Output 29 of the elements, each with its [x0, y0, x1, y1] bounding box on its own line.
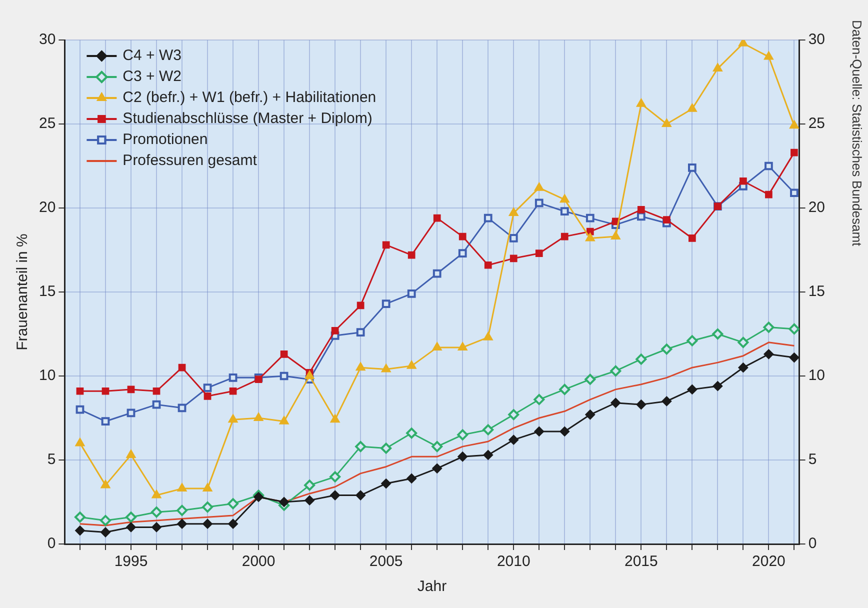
y2-tick-label: 10: [808, 367, 826, 384]
legend-label: C2 (befr.) + W1 (befr.) + Habilitationen: [122, 89, 376, 106]
legend-label: Professuren gesamt: [122, 152, 258, 170]
legend-label: Studienabschlüsse (Master + Diplom): [122, 110, 372, 128]
y-tick-label: 30: [38, 31, 56, 48]
x-axis-title: Jahr: [417, 578, 447, 596]
y-tick-label: 0: [47, 535, 56, 552]
y-tick-label: 20: [38, 199, 56, 216]
x-tick-label: 2005: [369, 553, 403, 570]
y2-tick-label: 25: [808, 115, 826, 132]
y-tick-label: 5: [47, 451, 56, 468]
y-axis-title: Frauenanteil in %: [14, 234, 32, 350]
y-tick-label: 15: [38, 283, 56, 300]
x-tick-label: 2000: [242, 553, 276, 570]
y2-tick-label: 5: [808, 451, 817, 468]
x-tick-label: 2010: [496, 553, 530, 570]
y2-tick-label: 20: [808, 199, 826, 216]
y-tick-label: 25: [38, 115, 56, 132]
y2-tick-label: 0: [808, 535, 817, 552]
y2-tick-label: 30: [808, 31, 826, 48]
legend-label: C3 + W2: [122, 68, 182, 86]
legend-label: Promotionen: [122, 131, 208, 148]
legend-label: C4 + W3: [122, 47, 182, 64]
text: Daten-Quelle: Statistisches Bundesamt: [849, 20, 864, 247]
y-tick-label: 10: [38, 367, 56, 384]
x-tick-label: 2020: [752, 553, 786, 570]
x-tick-label: 2015: [624, 553, 658, 570]
y2-tick-label: 15: [808, 283, 826, 300]
x-tick-label: 1995: [114, 553, 148, 570]
